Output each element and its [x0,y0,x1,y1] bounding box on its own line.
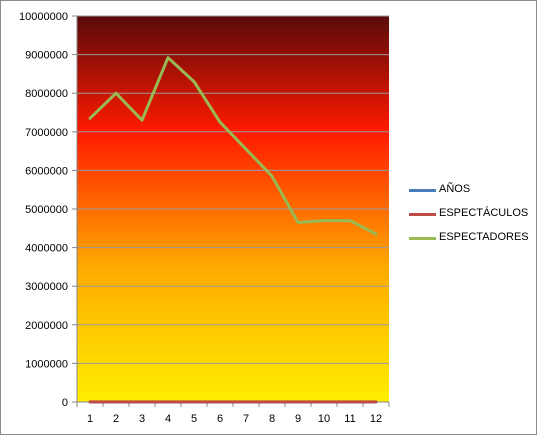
y-axis: 0 1000000 2000000 3000000 4000000 5000000 6000… [19,11,77,409]
y-tick-label: 2000000 [25,320,68,332]
x-tick-label: 12 [370,413,382,425]
x-tick-label: 1 [87,413,93,425]
y-tick-label: 1000000 [25,358,68,370]
x-tick-label: 6 [217,413,223,425]
y-tick-label: 4000000 [25,243,68,255]
y-tick-label: 0 [62,397,68,409]
legend-label: ESPECTADORES [439,231,529,243]
y-tick-label: 5000000 [25,204,68,216]
x-tick-label: 5 [191,413,197,425]
y-tick-label: 10000000 [19,11,68,23]
legend-item-espectaculos: ESPECTÁCULOS [409,205,535,229]
x-tick-label: 9 [295,413,301,425]
x-tick-label: 7 [243,413,249,425]
x-tick-label: 10 [318,413,330,425]
legend: AÑOS ESPECTÁCULOS ESPECTADORES [409,181,535,253]
x-tick-label: 11 [344,413,355,425]
y-tick-label: 9000000 [25,50,68,62]
legend-label: ESPECTÁCULOS [439,207,528,219]
x-tick-label: 8 [269,413,275,425]
legend-label: AÑOS [439,183,470,195]
y-tick-label: 8000000 [25,88,68,100]
legend-swatch [409,189,436,192]
x-tick-label: 3 [139,413,145,425]
legend-item-anos: AÑOS [409,181,535,205]
x-tick-label: 4 [165,413,171,425]
legend-item-espectadores: ESPECTADORES [409,229,535,253]
y-tick-label: 6000000 [25,165,68,177]
legend-swatch [409,213,436,216]
x-tick-label: 2 [113,413,119,425]
legend-swatch [409,237,436,240]
y-tick-label: 3000000 [25,281,68,293]
y-tick-label: 7000000 [25,127,68,139]
